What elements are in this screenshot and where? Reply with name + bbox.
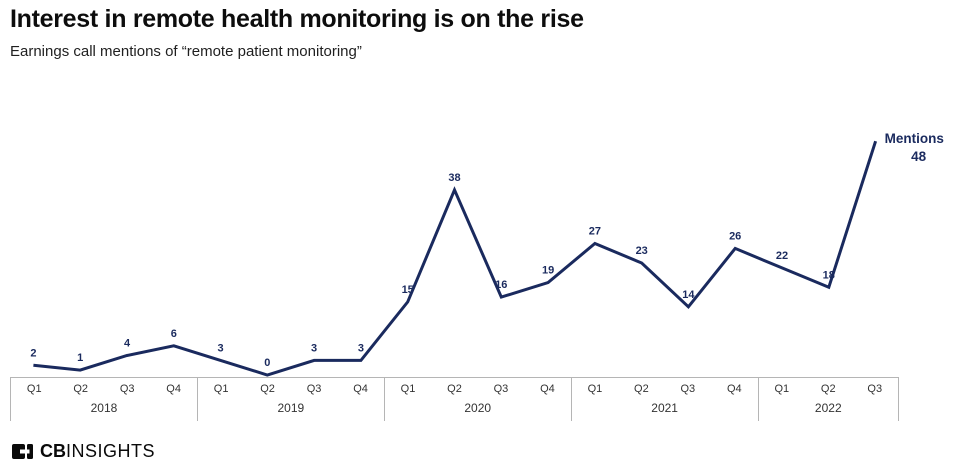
logo-insights: INSIGHTS (66, 441, 156, 461)
logo-cb: CB (40, 441, 66, 461)
point-label: 3 (358, 342, 364, 354)
point-label: 22 (776, 250, 788, 262)
axis-quarter-label: Q2 (447, 383, 462, 395)
page-title: Interest in remote health monitoring is … (10, 5, 584, 33)
point-label: 1 (77, 352, 83, 364)
axis-quarter-label: Q3 (119, 383, 135, 395)
axis-quarter-label: Q4 (353, 383, 368, 395)
point-label: 23 (636, 245, 648, 257)
axis-quarter-label: Q1 (213, 383, 229, 395)
axis-quarter-label: Q3 (680, 383, 696, 395)
point-label: 14 (682, 289, 695, 301)
axis-quarter-label: Q2 (73, 383, 89, 395)
point-label: 19 (542, 265, 554, 277)
axis-quarter-label: Q2 (634, 383, 649, 395)
point-label: 2 (30, 347, 36, 359)
axis-quarter-label: Q4 (540, 383, 555, 395)
axis-quarter-label: Q2 (260, 383, 275, 395)
axis-year-group: Q1 Q2 Q3 Q4 2021 (570, 378, 758, 421)
point-label: 16 (495, 279, 507, 291)
trend-line (33, 140, 878, 377)
x-axis: Q1 Q2 Q3 Q4 2018 Q1 Q2 Q3 Q4 2019 Q1 Q2 Q3 Q4 2020 Q1 Q2… (10, 377, 899, 421)
page-subtitle: Earnings call mentions of “remote patien… (10, 43, 362, 60)
point-label: 15 (402, 284, 414, 296)
cbinsights-logo-text: CBINSIGHTS (40, 441, 155, 462)
point-label: 6 (171, 328, 177, 340)
axis-quarter-label: Q3 (867, 383, 883, 395)
axis-year-group: Q1 Q2 Q3 Q4 2020 (383, 378, 571, 421)
cbinsights-logo-icon (12, 443, 33, 459)
end-annotation-value: 48 (911, 149, 927, 164)
point-label: 0 (264, 357, 270, 369)
axis-quarter-label: Q2 (820, 383, 836, 395)
point-label: 18 (823, 269, 835, 281)
cbinsights-logo: CBINSIGHTS (12, 441, 155, 462)
axis-year-label: 2019 (277, 401, 305, 415)
point-label: 26 (729, 230, 741, 242)
axis-quarter-label: Q1 (587, 383, 603, 395)
point-label: 3 (311, 342, 317, 354)
point-label: 4 (124, 338, 131, 350)
axis-quarter-label: Q1 (400, 383, 416, 395)
axis-year-label: 2021 (651, 401, 678, 415)
axis-year-label: 2018 (90, 401, 118, 415)
axis-year-group: Q1 Q2 Q3 Q4 2019 (196, 378, 384, 421)
axis-year-group: Q1 Q2 Q3 2022 (757, 378, 899, 421)
axis-quarter-label: Q4 (726, 383, 742, 395)
point-label: 3 (218, 342, 224, 354)
end-annotation-label: Mentions (885, 131, 944, 146)
axis-quarter-label: Q1 (774, 383, 790, 395)
axis-year-group: Q1 Q2 Q3 Q4 2018 (10, 378, 197, 421)
axis-year-label: 2022 (814, 401, 842, 415)
axis-quarter-label: Q4 (166, 383, 181, 395)
point-label: 27 (589, 226, 601, 238)
axis-quarter-label: Q3 (493, 383, 509, 395)
axis-quarter-label: Q1 (26, 383, 42, 395)
axis-quarter-label: Q3 (306, 383, 322, 395)
axis-year-label: 2020 (464, 401, 492, 415)
line-chart: 2 1 4 6 3 0 3 3 15 38 16 19 27 23 14 26 22 18 Mentions 48 (10, 110, 960, 377)
point-label: 38 (448, 172, 460, 184)
